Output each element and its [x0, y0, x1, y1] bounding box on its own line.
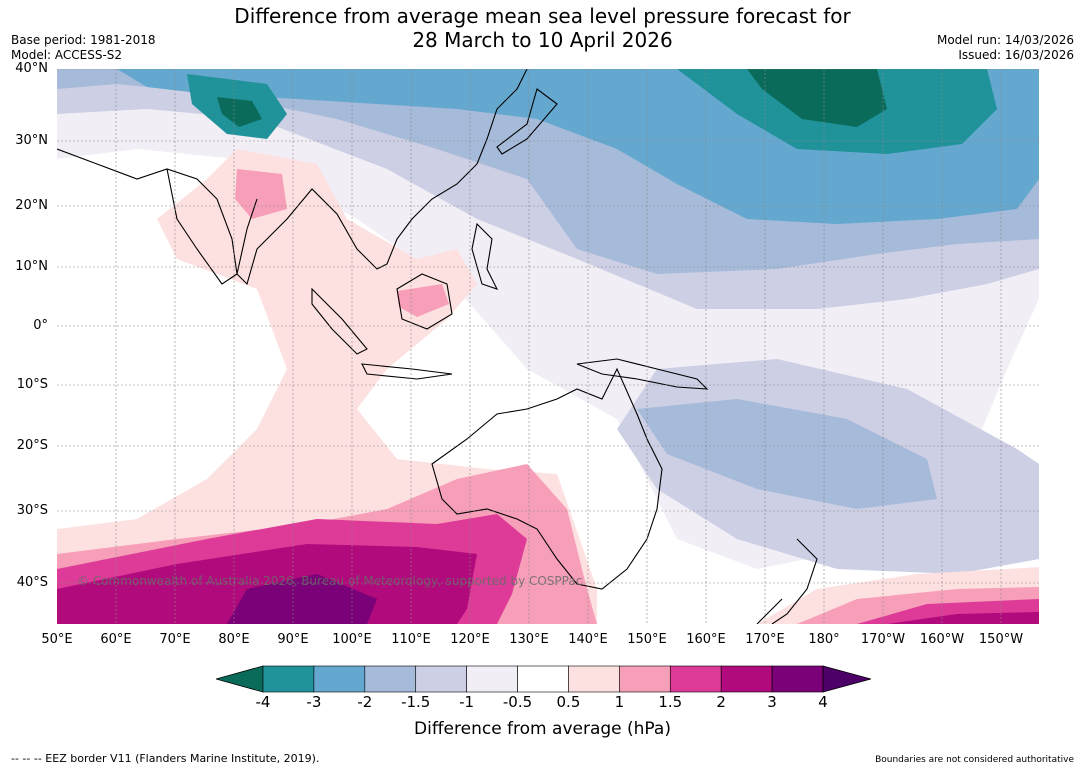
lon-label: 170°W — [860, 632, 906, 647]
lon-label: 110°E — [391, 632, 431, 647]
colorbar-tick-label: 1 — [614, 693, 625, 711]
lon-label: 50°E — [41, 632, 73, 647]
coastline-new-zealand — [756, 538, 818, 624]
colorbar-segment — [262, 665, 315, 693]
lat-label: 30°N — [15, 133, 48, 148]
colorbar-segment — [313, 665, 366, 693]
coastline-philippines — [471, 222, 499, 290]
colorbar-extend-high — [822, 665, 871, 693]
lon-label: 160°W — [919, 632, 965, 647]
lat-label: 20°N — [15, 198, 48, 213]
issued-date: Issued: 16/03/2026 — [958, 48, 1074, 62]
lon-label: 90°E — [277, 632, 309, 647]
coastline-borneo — [396, 273, 453, 330]
colorbar-tick-label: 1.5 — [658, 693, 683, 711]
colorbar-segment — [669, 665, 722, 693]
lat-label: 10°S — [16, 377, 48, 392]
colorbar-tick-label: -2 — [357, 693, 373, 711]
colorbar-tick-label: 2 — [716, 693, 726, 711]
colorbar-tick-label: 3 — [767, 693, 777, 711]
anomaly-region-pos-1-borneo — [397, 284, 449, 317]
colorbar-tick-label: -0.5 — [502, 693, 533, 711]
coastline-new-guinea — [576, 358, 709, 390]
lat-label: 20°S — [16, 438, 48, 453]
colorbar-segment — [619, 665, 671, 693]
lon-label: 150°E — [627, 632, 667, 647]
colorbar-segment — [568, 665, 620, 693]
lat-label: 0° — [33, 318, 48, 333]
coastline-japan — [496, 88, 558, 155]
model-name: Model: ACCESS-S2 — [11, 48, 123, 62]
lat-label: 30°S — [16, 503, 48, 518]
lon-label: 150°W — [978, 632, 1024, 647]
colorbar-tick-label: 4 — [818, 693, 828, 711]
lon-label: 180° — [808, 632, 840, 647]
anomaly-region-pos-1 — [235, 169, 287, 219]
coastline-asia — [57, 69, 528, 286]
lon-label: 80°E — [218, 632, 250, 647]
coastline-java — [361, 363, 453, 380]
colorbar-tick-label: -1.5 — [401, 693, 431, 711]
anomaly-region-neg-1.5-south — [637, 399, 937, 509]
colorbar-extend-low — [216, 665, 264, 693]
model-info: Base period: 1981-2018 Model: ACCESS-S2 — [11, 33, 156, 63]
lat-label: 40°S — [16, 575, 48, 590]
title-line-1: Difference from average mean sea level p… — [234, 4, 851, 28]
coastline-sumatra — [311, 287, 368, 355]
coastlines — [57, 69, 818, 624]
map-title: Difference from average mean sea level p… — [0, 4, 1085, 52]
colorbar-segment — [517, 665, 569, 693]
anomaly-region-neg-4 — [747, 69, 887, 127]
colorbar-segment — [364, 665, 417, 693]
boundaries-disclaimer: Boundaries are not considered authoritat… — [875, 755, 1074, 765]
run-info: Model run: 14/03/2026 Issued: 16/03/2026 — [937, 33, 1074, 63]
anomaly-map — [57, 69, 1039, 624]
lon-label: 100°E — [332, 632, 372, 647]
lat-label: 40°N — [15, 61, 48, 76]
anomaly-map-canvas — [57, 69, 1039, 624]
base-period: Base period: 1981-2018 — [11, 33, 156, 47]
graticule — [57, 69, 1039, 624]
coastline-india — [166, 168, 258, 285]
colorbar-segment — [415, 665, 467, 693]
title-line-2: 28 March to 10 April 2026 — [412, 28, 673, 52]
model-run: Model run: 14/03/2026 — [936, 33, 1074, 47]
eez-border-note: -- -- -- EEZ border V11 (Flanders Marine… — [11, 752, 320, 765]
anomaly-region-neg-4-west — [217, 97, 262, 127]
lat-label: 10°N — [15, 259, 48, 274]
colorbar-segment — [466, 665, 518, 693]
copyright-notice: © Commonwealth of Australia 2026, Bureau… — [77, 574, 583, 588]
colorbar-segments — [216, 665, 871, 693]
lon-label: 140°E — [568, 632, 608, 647]
lon-label: 60°E — [100, 632, 132, 647]
lon-label: 130°E — [509, 632, 549, 647]
colorbar-tick-label: -1 — [459, 693, 475, 711]
colorbar-segment — [720, 665, 773, 693]
anomaly-region-pos-3 — [227, 574, 377, 624]
colorbar-segment — [771, 665, 824, 693]
colorbar-label: Difference from average (hPa) — [414, 719, 671, 739]
colorbar-tick-label: -3 — [306, 693, 322, 711]
lon-label: 70°E — [159, 632, 191, 647]
colorbar-tick-label: 0.5 — [556, 693, 581, 711]
coastline-australia — [431, 367, 663, 590]
colorbar — [216, 665, 871, 693]
lon-label: 160°E — [686, 632, 726, 647]
lon-label: 170°E — [745, 632, 785, 647]
colorbar-tick-label: -4 — [255, 693, 271, 711]
lon-label: 120°E — [450, 632, 490, 647]
